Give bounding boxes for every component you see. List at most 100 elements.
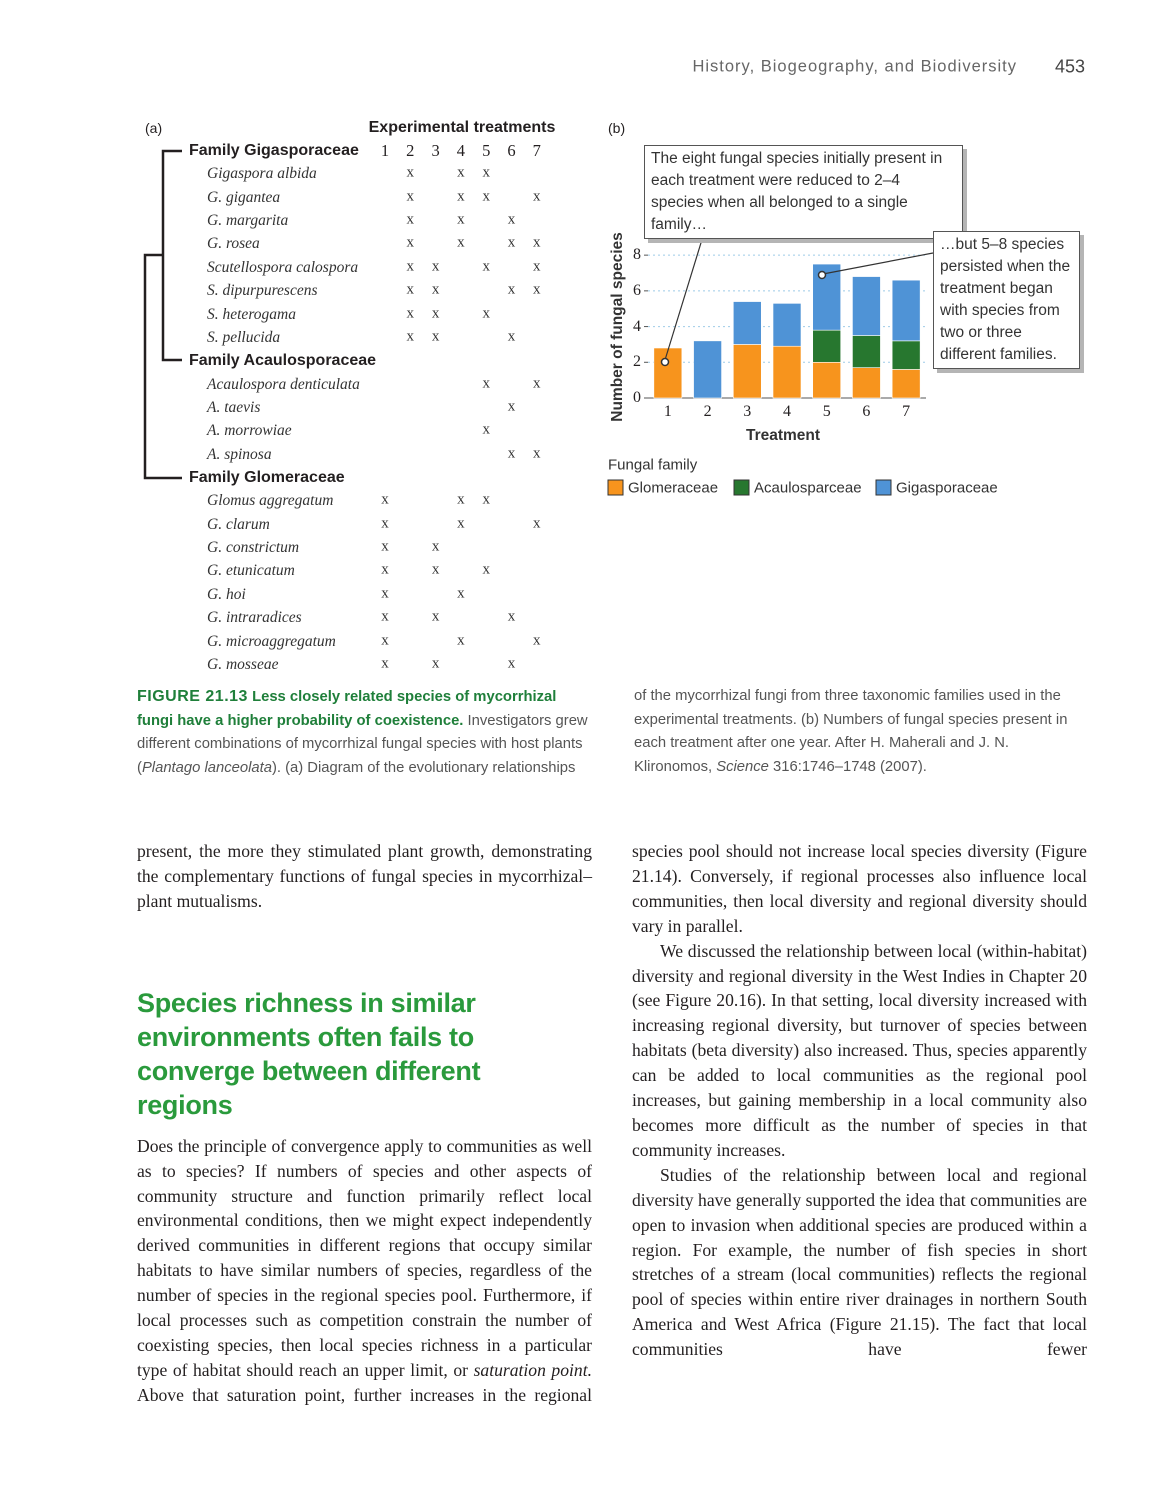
species-name: Glomus aggregatum (207, 492, 334, 510)
x-tick-label: 7 (902, 403, 911, 420)
caption-label: FIGURE 21.13 (137, 688, 248, 705)
treatment-mark: x (431, 281, 440, 298)
column-header: 7 (532, 141, 541, 160)
annotation-dot (817, 270, 827, 280)
figure-caption: FIGURE 21.13 Less closely related specie… (137, 685, 1087, 785)
treatment-mark: x (457, 234, 465, 251)
treatment-mark: x (381, 585, 389, 602)
y-tick-label: 0 (633, 389, 641, 406)
species-name: G. hoi (207, 585, 246, 603)
bar-segment (891, 279, 921, 342)
y-axis-label: Number of fungal species (609, 232, 626, 422)
treatment-mark: x (507, 608, 516, 625)
text: Above that saturation point, further inc… (137, 1384, 592, 1405)
column-header: 3 (431, 141, 440, 160)
treatment-mark: x (381, 608, 389, 625)
legend-swatch (607, 479, 624, 496)
treatment-mark: x (457, 515, 465, 532)
treatment-mark: x (482, 258, 490, 275)
treatment-mark: x (381, 655, 389, 672)
treatment-mark: x (533, 234, 541, 251)
column-header: 1 (380, 141, 390, 160)
treatment-mark: x (431, 538, 440, 555)
paragraph: We discussed the relationship between lo… (632, 940, 1087, 1160)
treatment-mark: x (507, 211, 516, 228)
treatment-mark: x (533, 281, 541, 298)
bar-segment (732, 301, 762, 345)
species-name: G. microaggregatum (207, 632, 336, 650)
panel-label: (a) (145, 120, 163, 136)
paragraph: Studies of the relationship between loca… (632, 1164, 1087, 1360)
x-axis-label: Treatment (745, 427, 821, 444)
treatment-mark: x (482, 375, 490, 392)
species-name: G. etunicatum (207, 562, 295, 580)
column-header: 2 (406, 141, 415, 160)
treatment-mark: x (507, 281, 516, 298)
tree-bracket (161, 149, 182, 362)
treatment-mark: x (457, 164, 465, 181)
column-header: 5 (482, 141, 491, 160)
page-number: 453 (1054, 56, 1085, 77)
annotation-dot (660, 357, 670, 367)
tree-bracket (143, 253, 182, 480)
species-name: Gigaspora albida (207, 165, 317, 183)
caption-text: 316:1746–1748 (2007). (768, 758, 927, 775)
annotation: The eight fungal species initially prese… (644, 145, 963, 239)
bar-segment (732, 344, 762, 399)
treatment-mark: x (533, 375, 541, 392)
treatment-mark: x (507, 445, 516, 462)
caption-text: ). (a) Diagram of the evolutionary relat… (271, 688, 1068, 776)
treatment-mark: x (533, 445, 541, 462)
treatment-mark: x (381, 632, 389, 649)
species-name: G. gigantea (207, 188, 281, 206)
treatment-mark: x (482, 491, 490, 508)
treatment-mark: x (381, 491, 389, 508)
caption-title: Less closely related species of mycorrhi… (137, 689, 557, 729)
annotation-pointer (822, 252, 934, 275)
x-tick-label: 1 (663, 403, 672, 420)
treatment-mark: x (482, 164, 490, 181)
treatment-mark: x (482, 305, 490, 322)
bar-segment (812, 263, 842, 331)
species-name: Acaulospora denticulata (207, 375, 360, 393)
y-tick-label: 8 (633, 246, 641, 264)
treatment-mark: x (457, 585, 465, 602)
legend-label: Glomeraceae (628, 479, 719, 497)
treatment-mark: x (533, 632, 541, 649)
section-heading: Species richness in similar environments… (137, 987, 481, 1120)
treatment-mark: x (406, 328, 415, 345)
treatment-mark: x (406, 281, 415, 298)
species-name: G. intraradices (207, 609, 302, 627)
bar-segment (812, 361, 842, 399)
treatment-mark: x (507, 655, 516, 672)
treatment-mark: x (507, 234, 516, 251)
bar-segment (891, 369, 921, 399)
treatment-mark: x (406, 211, 415, 228)
species-name: S. heterogama (207, 305, 296, 323)
treatment-mark: x (406, 164, 415, 181)
left-column: present, the more they stimulated plant … (137, 839, 592, 1408)
treatment-mark: x (431, 305, 440, 322)
treatment-mark: x (406, 188, 415, 205)
bar-segment (852, 367, 881, 399)
bar-segment (772, 345, 802, 399)
paragraph: Does the principle of convergence apply … (137, 1134, 592, 1408)
annotation: …but 5–8 species persisted when the trea… (933, 231, 1080, 369)
species-name: G. margarita (207, 212, 289, 230)
x-tick-label: 4 (783, 403, 791, 420)
treatment-mark: x (457, 211, 465, 228)
y-tick-label: 4 (633, 317, 641, 335)
legend-label: Gigasporaceae (896, 479, 998, 497)
treatment-mark: x (482, 188, 490, 205)
treatment-mark: x (457, 491, 465, 508)
italic-term: saturation point. (473, 1359, 592, 1380)
treatment-mark: x (482, 561, 490, 578)
treatment-mark: x (381, 561, 389, 578)
bar-segment (772, 303, 802, 347)
species-name: G. constrictum (207, 539, 300, 557)
bar-segment (891, 340, 921, 370)
bar-segment (812, 329, 842, 363)
x-tick-label: 2 (703, 403, 712, 420)
treatment-mark: x (507, 328, 516, 345)
